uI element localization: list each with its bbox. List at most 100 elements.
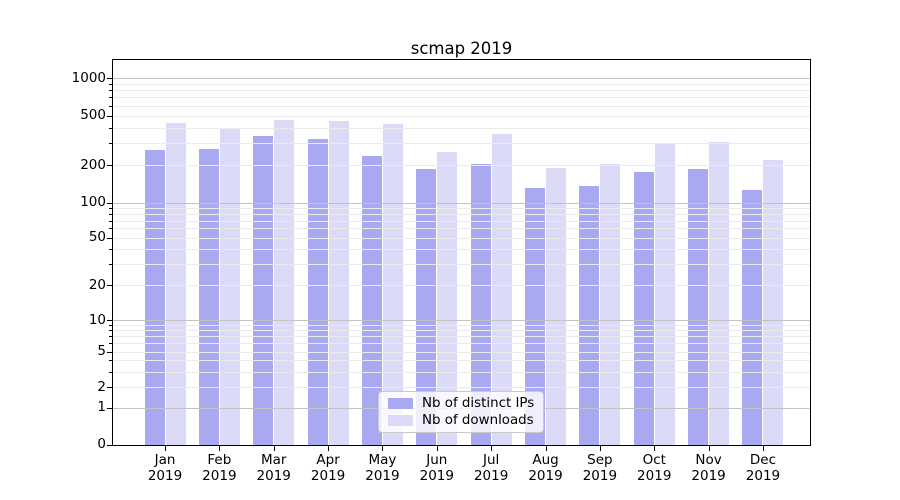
legend: Nb of distinct IPs Nb of downloads <box>378 391 544 433</box>
x-axis-tick-label-line: Aug <box>532 452 559 468</box>
x-axis-tick-label: Feb 2019 <box>189 452 249 484</box>
bar-distinct-ips-9 <box>579 185 600 445</box>
y-axis-tick-label: 1000 <box>71 69 106 86</box>
gridline-y-10 <box>113 320 810 321</box>
y-minor-tick-mark-600 <box>109 105 112 107</box>
x-axis-tick-label-line: 2019 <box>473 468 509 484</box>
x-axis-tick-label: Apr 2019 <box>298 452 358 484</box>
y-minor-tick-mark-9 <box>109 324 112 326</box>
bar-distinct-ips-3 <box>253 135 274 445</box>
x-axis-tick-label-line: Dec <box>749 452 777 468</box>
bar-downloads-4 <box>328 120 349 445</box>
x-tick-mark-3 <box>273 446 275 451</box>
gridline-y-300 <box>113 143 810 145</box>
x-axis-tick-label-line: 2019 <box>691 468 726 484</box>
y-tick-mark-5 <box>107 351 112 353</box>
y-minor-tick-mark-400 <box>109 127 112 129</box>
gridline-y-7 <box>113 336 810 338</box>
y-minor-tick-mark-60 <box>109 228 112 230</box>
gridline-y-60 <box>113 228 810 230</box>
y-minor-tick-mark-300 <box>109 143 112 145</box>
x-axis-tick-label-line: 2019 <box>310 468 346 484</box>
gridline-y-600 <box>113 105 810 107</box>
x-axis-tick-label-line: 2019 <box>419 468 454 484</box>
x-axis-tick-label-line: Jan <box>154 452 176 468</box>
x-tick-mark-5 <box>382 446 384 451</box>
x-axis-tick-label-line: 2019 <box>202 468 237 484</box>
gridline-y-900 <box>113 83 810 85</box>
y-tick-mark-1 <box>107 407 112 409</box>
x-axis-tick-label-line: Apr <box>316 452 340 468</box>
bar-distinct-ips-8 <box>525 188 546 445</box>
y-axis-tick-label: 200 <box>80 156 106 173</box>
y-minor-tick-mark-3 <box>109 371 112 373</box>
y-minor-tick-mark-90 <box>109 208 112 210</box>
x-axis-tick-label-line: Oct <box>642 452 666 468</box>
bar-distinct-ips-5 <box>361 156 382 445</box>
gridline-y-6 <box>113 343 810 345</box>
gridline-y-2 <box>113 387 810 389</box>
x-axis-tick-label-line: 2019 <box>365 468 400 484</box>
bar-distinct-ips-7 <box>470 163 491 445</box>
gridline-y-20 <box>113 285 810 286</box>
gridline-y-500 <box>113 115 810 117</box>
y-minor-tick-mark-900 <box>109 83 112 85</box>
y-axis-tick-label: 0 <box>97 436 106 452</box>
x-axis-tick-label-line: 2019 <box>745 468 781 484</box>
x-tick-mark-6 <box>436 446 438 451</box>
x-tick-mark-8 <box>545 446 547 451</box>
y-minor-tick-mark-30 <box>109 264 112 266</box>
bar-downloads-10 <box>654 144 675 445</box>
gridline-y-8 <box>113 330 810 332</box>
chart-title: scmap 2019 <box>410 39 513 58</box>
y-minor-tick-mark-80 <box>109 213 112 215</box>
legend-swatch-distinct-ips <box>388 398 413 410</box>
x-axis-tick-label: Dec 2019 <box>733 452 793 484</box>
x-tick-mark-10 <box>654 446 656 451</box>
y-minor-tick-mark-700 <box>109 97 112 99</box>
gridline-y-200 <box>113 165 810 166</box>
y-tick-mark-0 <box>107 444 112 446</box>
bar-distinct-ips-1 <box>144 149 165 445</box>
y-minor-tick-mark-6 <box>109 343 112 345</box>
y-axis-tick-label: 500 <box>80 107 106 124</box>
x-axis-tick-label-line: May <box>368 452 397 468</box>
bar-distinct-ips-10 <box>633 172 654 445</box>
bar-distinct-ips-11 <box>688 169 709 445</box>
x-tick-mark-1 <box>165 446 166 451</box>
y-tick-mark-100 <box>107 202 112 204</box>
bar-downloads-9 <box>600 163 621 445</box>
gridline-y-1000 <box>113 78 810 79</box>
bar-downloads-12 <box>763 159 784 445</box>
y-tick-mark-50 <box>107 237 112 239</box>
gridline-y-90 <box>113 208 810 210</box>
y-minor-tick-mark-70 <box>109 220 112 222</box>
legend-label-distinct-ips: Nb of distinct IPs <box>422 396 535 412</box>
x-axis-tick-label-line: Jul <box>483 452 500 468</box>
gridline-y-70 <box>113 220 810 222</box>
y-minor-tick-mark-4 <box>109 360 112 362</box>
bar-distinct-ips-4 <box>307 138 328 445</box>
x-axis-tick-label-line: Jun <box>426 452 448 468</box>
x-tick-mark-9 <box>599 446 601 451</box>
y-minor-tick-mark-800 <box>109 90 112 92</box>
y-axis-tick-label: 50 <box>88 229 106 246</box>
bar-downloads-5 <box>382 124 403 445</box>
x-axis-tick-label: Jan 2019 <box>135 452 195 484</box>
bar-distinct-ips-2 <box>198 148 219 445</box>
x-axis-tick-label-line: 2019 <box>147 468 183 484</box>
legend-entry-distinct-ips: Nb of distinct IPs <box>388 396 534 411</box>
x-axis-tick-label: Nov 2019 <box>679 452 739 484</box>
bar-downloads-3 <box>274 120 295 445</box>
y-tick-mark-1000 <box>107 78 112 79</box>
gridline-y-400 <box>113 127 810 129</box>
gridline-y-9 <box>113 324 810 326</box>
legend-entry-downloads: Nb of downloads <box>388 413 534 428</box>
y-tick-mark-200 <box>107 165 112 166</box>
x-axis-tick-label: Jul 2019 <box>461 452 521 484</box>
y-axis-tick-label: 2 <box>97 378 106 395</box>
x-axis-tick-label-line: Nov <box>695 452 722 468</box>
x-axis-tick-label-line: 2019 <box>582 468 618 484</box>
x-axis-tick-label-line: Mar <box>260 452 287 468</box>
